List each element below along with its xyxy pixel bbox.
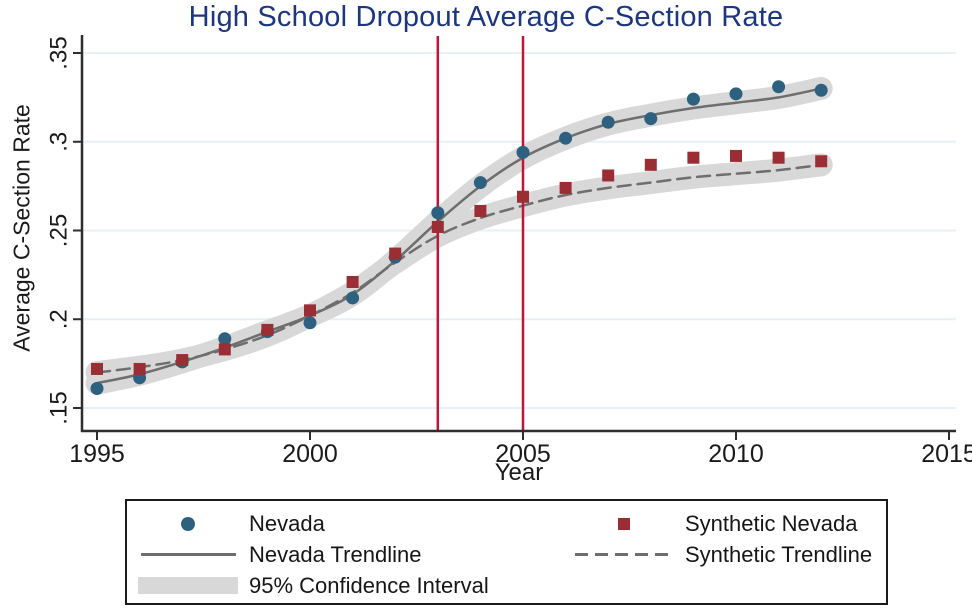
synthetic-data-point bbox=[602, 169, 615, 182]
synthetic-marker-swatch bbox=[617, 517, 630, 530]
legend: Nevada Synthetic Nevada Nevada Trendline… bbox=[125, 499, 888, 605]
legend-cell bbox=[562, 570, 685, 601]
synthetic-data-point bbox=[474, 204, 487, 217]
synthetic-data-point bbox=[730, 149, 742, 162]
synthetic-data-point bbox=[517, 190, 529, 203]
legend-cell bbox=[127, 570, 249, 601]
synthetic-data-point bbox=[389, 247, 402, 260]
legend-cell bbox=[562, 539, 685, 570]
synthetic-data-point bbox=[815, 155, 828, 168]
synthetic-data-point bbox=[559, 181, 572, 194]
legend-ci-label: 95% Confidence Interval bbox=[249, 572, 489, 598]
legend-cell bbox=[127, 508, 249, 539]
legend-synthetic-label: Synthetic Nevada bbox=[685, 510, 858, 536]
x-tick-label: 2010 bbox=[708, 440, 764, 468]
y-tick-label: .15 bbox=[45, 391, 72, 424]
nevada-data-point bbox=[431, 206, 445, 220]
synthetic-data-point bbox=[304, 304, 316, 317]
legend-synthetic-trendline-label: Synthetic Trendline bbox=[685, 541, 873, 567]
nevada-data-point bbox=[90, 381, 104, 395]
y-tick-label: .25 bbox=[45, 214, 72, 247]
dashed-line-swatch bbox=[574, 553, 673, 556]
synthetic-data-point bbox=[218, 343, 231, 356]
legend-nevada-trendline-label: Nevada Trendline bbox=[249, 541, 422, 567]
nevada-data-point bbox=[303, 316, 317, 330]
synthetic-data-point bbox=[261, 323, 274, 336]
synthetic-data-point bbox=[176, 354, 189, 367]
chart-title: High School Dropout Average C-Section Ra… bbox=[188, 1, 784, 33]
synthetic-data-point bbox=[346, 275, 359, 288]
nevada-marker-swatch bbox=[181, 516, 195, 531]
x-tick-label: 2015 bbox=[921, 440, 972, 468]
legend-cell bbox=[562, 508, 685, 539]
x-tick-label: 2000 bbox=[282, 440, 338, 468]
x-tick-label: 1995 bbox=[69, 440, 125, 468]
x-tick-label: 2005 bbox=[495, 440, 551, 468]
y-tick-label: .3 bbox=[45, 132, 72, 152]
synthetic-data-point bbox=[644, 158, 657, 171]
x-axis-title: Year bbox=[494, 459, 544, 486]
synthetic-data-point bbox=[91, 362, 103, 375]
legend-nevada-label: Nevada bbox=[249, 510, 325, 536]
nevada-data-point bbox=[473, 176, 487, 190]
nevada-data-point bbox=[601, 115, 615, 129]
legend-cell bbox=[127, 539, 249, 570]
nevada-data-point bbox=[516, 145, 530, 159]
y-tick-label: .35 bbox=[45, 36, 72, 69]
nevada-data-point bbox=[346, 291, 360, 305]
synthetic-data-point bbox=[133, 362, 146, 375]
nevada-data-point bbox=[686, 92, 700, 106]
nevada-data-point bbox=[644, 112, 658, 126]
nevada-data-point bbox=[218, 332, 232, 346]
synthetic-data-point bbox=[431, 220, 444, 233]
synthetic-data-point bbox=[772, 151, 785, 164]
ci-band-swatch bbox=[138, 577, 238, 594]
nevada-data-point bbox=[772, 80, 786, 94]
nevada-data-point bbox=[729, 87, 743, 101]
solid-line-swatch bbox=[140, 553, 236, 556]
synthetic-data-point bbox=[687, 151, 700, 164]
y-tick-label: .2 bbox=[45, 309, 72, 329]
nevada-data-point bbox=[559, 131, 573, 145]
nevada-data-point bbox=[814, 83, 828, 97]
